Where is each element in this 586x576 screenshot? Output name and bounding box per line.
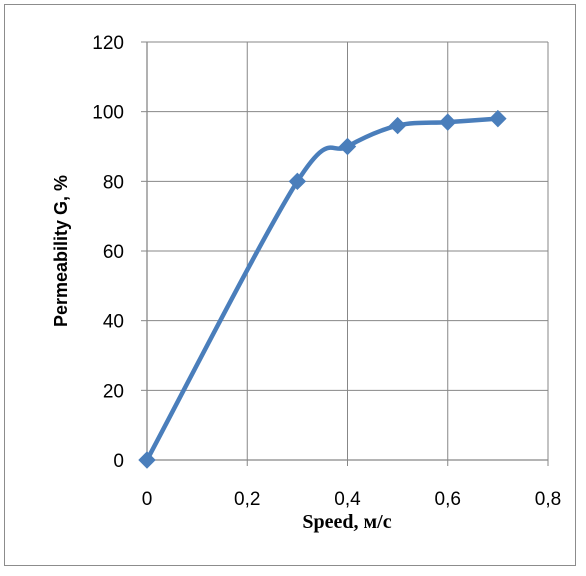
x-tick-label: 0,2: [234, 489, 260, 510]
data-point-marker: [138, 451, 156, 469]
y-tick-label: 60: [103, 242, 124, 263]
x-tick-label: 0: [142, 489, 153, 510]
data-point-marker: [288, 172, 307, 191]
y-axis-tick-labels: 0 20 40 60 80 100 120: [92, 33, 124, 472]
x-tick-label: 0,4: [334, 489, 361, 510]
y-tick-label: 80: [103, 172, 124, 193]
axes: [141, 41, 549, 466]
y-tick-label: 100: [92, 103, 124, 124]
x-axis-title: Speed, м/с: [302, 511, 391, 533]
x-tick-label: 0,8: [535, 489, 561, 510]
y-tick-label: 120: [92, 33, 124, 54]
y-tick-label: 20: [103, 381, 124, 402]
y-tick-label: 40: [103, 312, 124, 333]
data-point-marker: [489, 109, 507, 128]
series-line: [144, 116, 501, 463]
series-area: [138, 109, 507, 469]
x-axis-tick-labels: 0 0,2 0,4 0,6 0,8: [142, 489, 562, 510]
y-axis-title: Permeability G, %: [51, 175, 71, 327]
x-tick-label: 0,6: [435, 489, 461, 510]
grid-lines: [146, 41, 549, 461]
data-point-marker: [439, 113, 457, 131]
data-point-marker: [338, 137, 357, 156]
data-point-marker: [388, 116, 407, 135]
y-tick-label: 0: [113, 451, 124, 472]
chart-frame: [4, 4, 576, 566]
